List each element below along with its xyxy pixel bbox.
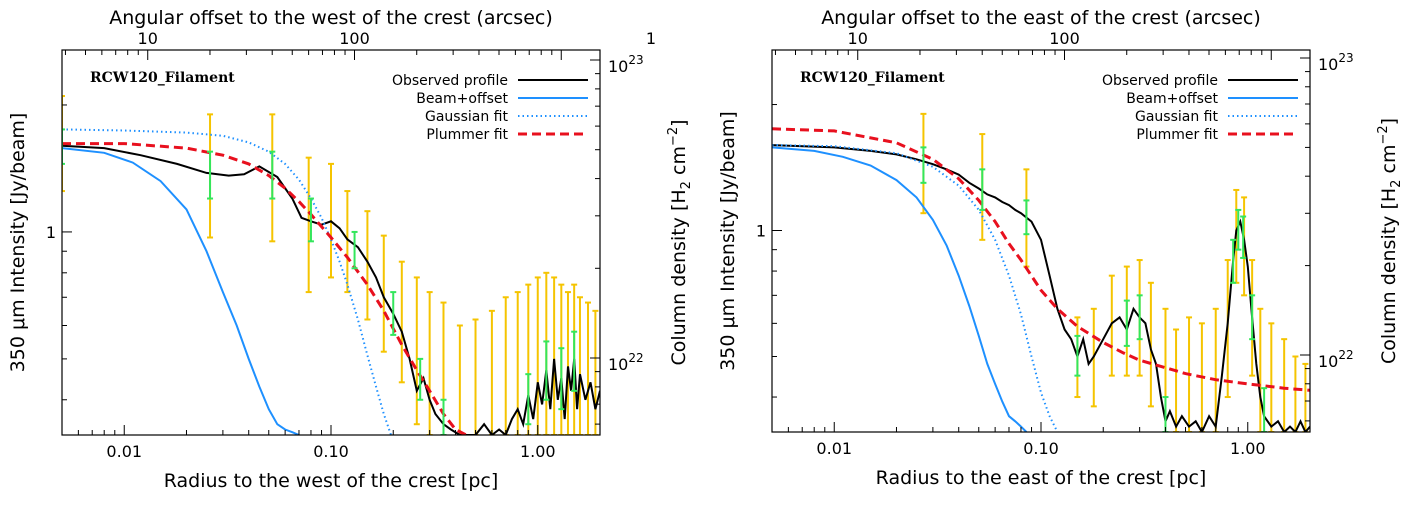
y2-tick-label: 1022	[608, 351, 644, 374]
legend-label: Beam+offset	[416, 91, 508, 107]
x-tick-label: 0.01	[816, 439, 852, 458]
panel-east: 0.01 0.10 1.00 1 10 100 1 1022 1023 Radius to the…	[646, 7, 1404, 489]
x2-axis-title: Angular offset to the west of the crest …	[109, 7, 553, 29]
series-line	[772, 127, 1310, 392]
y-tick-label: 1	[46, 223, 56, 242]
y2-axis-title: Column density [H2 cm−2]	[666, 119, 694, 365]
x-tick-label: 1.00	[1230, 439, 1266, 458]
series-line	[772, 144, 1310, 432]
y2-tick-label: 1023	[1318, 51, 1354, 74]
legend-label: Beam+offset	[1126, 91, 1218, 107]
series-line	[772, 146, 1028, 432]
x2-axis-title: Angular offset to the east of the crest …	[821, 7, 1261, 29]
legend-label: Gaussian fit	[1135, 109, 1218, 125]
x-axis-title: Radius to the east of the crest [pc]	[876, 467, 1207, 489]
panel-west: 0.01 0.10 1.00 1 10 100 1 1022 1023 Radius to the…	[7, 7, 694, 492]
series-line	[62, 147, 300, 435]
y2-axis-title: Column density [H2 cm−2]	[1376, 118, 1404, 364]
legend-label: Observed profile	[392, 73, 508, 89]
legend-label: Gaussian fit	[425, 109, 508, 125]
panel-annotation: RCW120_Filament	[800, 70, 945, 86]
y-axis-title: 350 μm Intensity [Jy/beam]	[717, 111, 739, 371]
plot-area	[62, 95, 600, 435]
panel-annotation: RCW120_Filament	[90, 70, 235, 86]
x2-tick-label: 10	[848, 29, 868, 48]
x2-tick-label: 10	[138, 29, 158, 48]
legend-label: Observed profile	[1102, 73, 1218, 89]
y2-tick-label: 1023	[608, 53, 644, 76]
legend-label: Plummer fit	[426, 127, 508, 143]
series-line	[62, 142, 467, 435]
series-line	[772, 144, 1059, 432]
y-axis-title: 350 μm Intensity [Jy/beam]	[7, 113, 29, 373]
x2-tick-label: 1	[646, 29, 656, 48]
y2-tick-label: 1022	[1318, 348, 1354, 371]
x2-tick-label: 100	[339, 29, 370, 48]
x2-tick-label: 100	[1049, 29, 1080, 48]
x-tick-label: 0.10	[313, 442, 349, 461]
plot-area	[772, 112, 1310, 432]
x-tick-label: 0.01	[106, 442, 142, 461]
x-axis-title: Radius to the west of the crest [pc]	[164, 470, 499, 492]
y-tick-label: 1	[756, 222, 766, 241]
x-tick-label: 0.10	[1023, 439, 1059, 458]
legend-label: Plummer fit	[1136, 127, 1218, 143]
x-tick-label: 1.00	[520, 442, 556, 461]
series-line	[62, 128, 392, 435]
